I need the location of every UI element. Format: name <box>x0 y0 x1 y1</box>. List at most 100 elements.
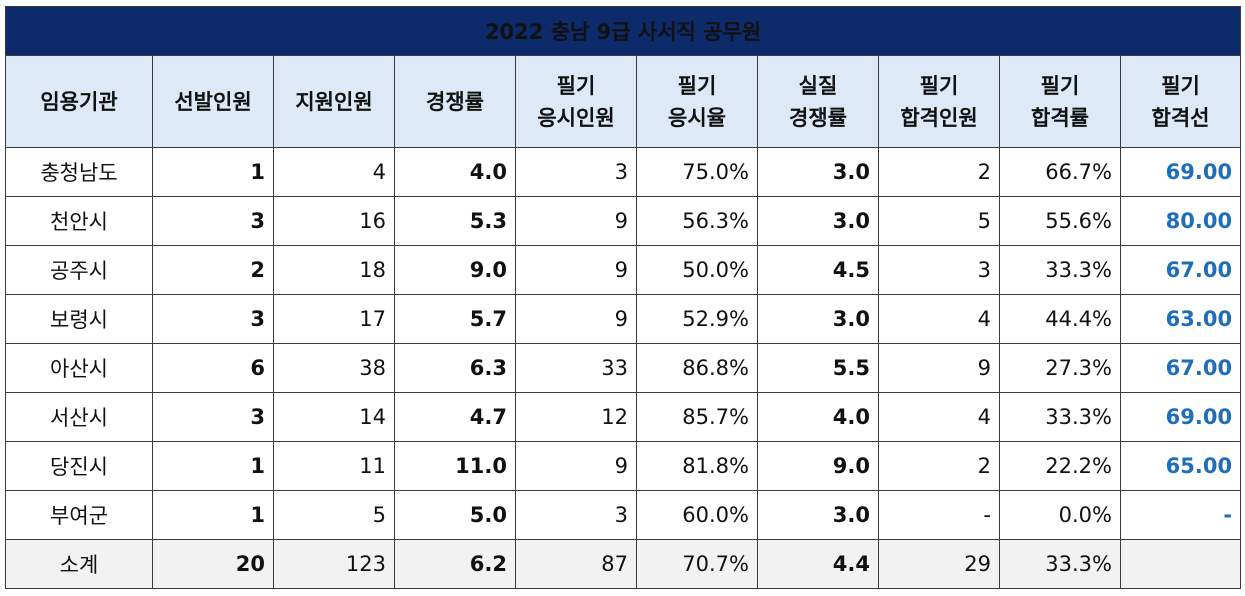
cell-actual-competition-ratio: 9.0 <box>757 441 879 491</box>
cell-selected: 3 <box>152 196 274 246</box>
table-row: 천안시 3 16 5.3 9 56.3% 3.0 5 55.6% 80.00 <box>5 196 1242 246</box>
header-actual-competition-ratio: 실질 경쟁률 <box>757 55 879 148</box>
cell-competition-ratio: 5.7 <box>394 294 516 344</box>
cell-written-attendance-rate: 60.0% <box>636 490 758 540</box>
cell-applicants: 16 <box>273 196 395 246</box>
cell-written-test-takers: 9 <box>515 245 637 295</box>
cell-written-passers: 4 <box>878 392 1000 442</box>
header-agency: 임용기관 <box>5 55 153 148</box>
cell-actual-competition-ratio: 4.4 <box>757 539 879 589</box>
header-row: 임용기관 선발인원 지원인원 경쟁률 필기 응시인원 필기 응시율 실질 경쟁률 필기 합격인원 필기 합… <box>5 55 1242 148</box>
cell-selected: 1 <box>152 441 274 491</box>
cell-written-cutoff: 80.00 <box>1119 196 1242 246</box>
cell-applicants: 18 <box>273 245 395 295</box>
header-written-attendance-rate-line: 응시율 <box>668 105 726 130</box>
cell-written-pass-rate: 33.3% <box>999 245 1121 295</box>
header-competition-ratio-line: 경쟁률 <box>426 89 484 114</box>
cell-written-test-takers: 9 <box>515 196 637 246</box>
header-selected: 선발인원 <box>152 55 274 148</box>
cell-written-cutoff: 67.00 <box>1119 245 1242 295</box>
header-written-test-takers: 필기 응시인원 <box>515 55 637 148</box>
cell-actual-competition-ratio: 3.0 <box>757 196 879 246</box>
cell-written-test-takers: 33 <box>515 343 637 393</box>
cell-selected: 20 <box>152 539 274 589</box>
cell-written-pass-rate: 33.3% <box>999 539 1121 589</box>
cell-written-passers: 29 <box>878 539 1000 589</box>
cell-competition-ratio: 5.0 <box>394 490 516 540</box>
table-title: 2022 충남 9급 사서직 공무원 <box>4 6 1242 56</box>
cell-agency: 당진시 <box>5 441 153 491</box>
cell-agency: 천안시 <box>5 196 153 246</box>
cell-actual-competition-ratio: 4.5 <box>757 245 879 295</box>
cell-written-attendance-rate: 81.8% <box>636 441 758 491</box>
cell-selected: 2 <box>152 245 274 295</box>
header-written-cutoff-line: 필기 <box>1161 73 1200 98</box>
cell-actual-competition-ratio: 3.0 <box>757 147 879 197</box>
cell-written-passers: 5 <box>878 196 1000 246</box>
header-competition-ratio: 경쟁률 <box>394 55 516 148</box>
header-actual-competition-ratio-line: 경쟁률 <box>789 105 847 130</box>
cell-applicants: 123 <box>273 539 395 589</box>
cell-written-passers: 2 <box>878 147 1000 197</box>
cell-written-pass-rate: 33.3% <box>999 392 1121 442</box>
cell-written-attendance-rate: 85.7% <box>636 392 758 442</box>
table-row: 충청남도 1 4 4.0 3 75.0% 3.0 2 66.7% 69.00 <box>5 147 1242 197</box>
cell-competition-ratio: 9.0 <box>394 245 516 295</box>
cell-agency: 보령시 <box>5 294 153 344</box>
header-applicants-line: 지원인원 <box>295 89 373 114</box>
cell-written-pass-rate: 0.0% <box>999 490 1121 540</box>
cell-agency: 공주시 <box>5 245 153 295</box>
cell-actual-competition-ratio: 4.0 <box>757 392 879 442</box>
cell-competition-ratio: 4.7 <box>394 392 516 442</box>
header-written-pass-rate-line: 합격률 <box>1031 105 1089 130</box>
header-written-attendance-rate-line: 필기 <box>677 73 717 98</box>
header-written-passers-line: 합격인원 <box>900 105 978 130</box>
table-row: 서산시 3 14 4.7 12 85.7% 4.0 4 33.3% 69.00 <box>5 392 1242 442</box>
cell-agency: 서산시 <box>5 392 153 442</box>
competition-table: 2022 충남 9급 사서직 공무원 임용기관 선발인원 지원인원 경쟁률 필기 응시인원… <box>4 6 1242 589</box>
table-row: 당진시 1 11 11.0 9 81.8% 9.0 2 22.2% 65.00 <box>5 441 1242 491</box>
cell-written-test-takers: 9 <box>515 441 637 491</box>
header-agency-line: 임용기관 <box>40 89 118 114</box>
cell-written-attendance-rate: 52.9% <box>636 294 758 344</box>
cell-written-attendance-rate: 56.3% <box>636 196 758 246</box>
cell-written-pass-rate: 55.6% <box>999 196 1121 246</box>
cell-competition-ratio: 5.3 <box>394 196 516 246</box>
cell-selected: 3 <box>152 392 274 442</box>
cell-agency: 아산시 <box>5 343 153 393</box>
cell-written-pass-rate: 66.7% <box>999 147 1121 197</box>
cell-written-passers: 2 <box>878 441 1000 491</box>
cell-actual-competition-ratio: 5.5 <box>757 343 879 393</box>
cell-competition-ratio: 4.0 <box>394 147 516 197</box>
header-applicants: 지원인원 <box>273 55 395 148</box>
cell-applicants: 17 <box>273 294 395 344</box>
cell-actual-competition-ratio: 3.0 <box>757 294 879 344</box>
cell-written-cutoff: 65.00 <box>1119 441 1242 491</box>
cell-competition-ratio: 11.0 <box>394 441 516 491</box>
cell-written-attendance-rate: 75.0% <box>636 147 758 197</box>
header-written-cutoff: 필기 합격선 <box>1119 55 1242 148</box>
cell-written-test-takers: 3 <box>515 490 637 540</box>
table-row: 보령시 3 17 5.7 9 52.9% 3.0 4 44.4% 63.00 <box>5 294 1242 344</box>
cell-applicants: 38 <box>273 343 395 393</box>
cell-written-test-takers: 3 <box>515 147 637 197</box>
cell-agency: 부여군 <box>5 490 153 540</box>
cell-competition-ratio: 6.3 <box>394 343 516 393</box>
cell-agency: 충청남도 <box>5 147 153 197</box>
table-row: 아산시 6 38 6.3 33 86.8% 5.5 9 27.3% 67.00 <box>5 343 1242 393</box>
cell-written-pass-rate: 22.2% <box>999 441 1121 491</box>
cell-written-attendance-rate: 70.7% <box>636 539 758 589</box>
cell-applicants: 4 <box>273 147 395 197</box>
cell-written-pass-rate: 44.4% <box>999 294 1121 344</box>
cell-written-passers: 9 <box>878 343 1000 393</box>
cell-written-cutoff: 67.00 <box>1119 343 1242 393</box>
cell-written-passers: 3 <box>878 245 1000 295</box>
cell-applicants: 14 <box>273 392 395 442</box>
title-row: 2022 충남 9급 사서직 공무원 <box>4 6 1242 56</box>
header-written-pass-rate-line: 필기 <box>1040 73 1080 98</box>
cell-written-test-takers: 9 <box>515 294 637 344</box>
cell-written-cutoff: 63.00 <box>1119 294 1242 344</box>
cell-written-passers: 4 <box>878 294 1000 344</box>
cell-written-passers: - <box>878 490 1000 540</box>
